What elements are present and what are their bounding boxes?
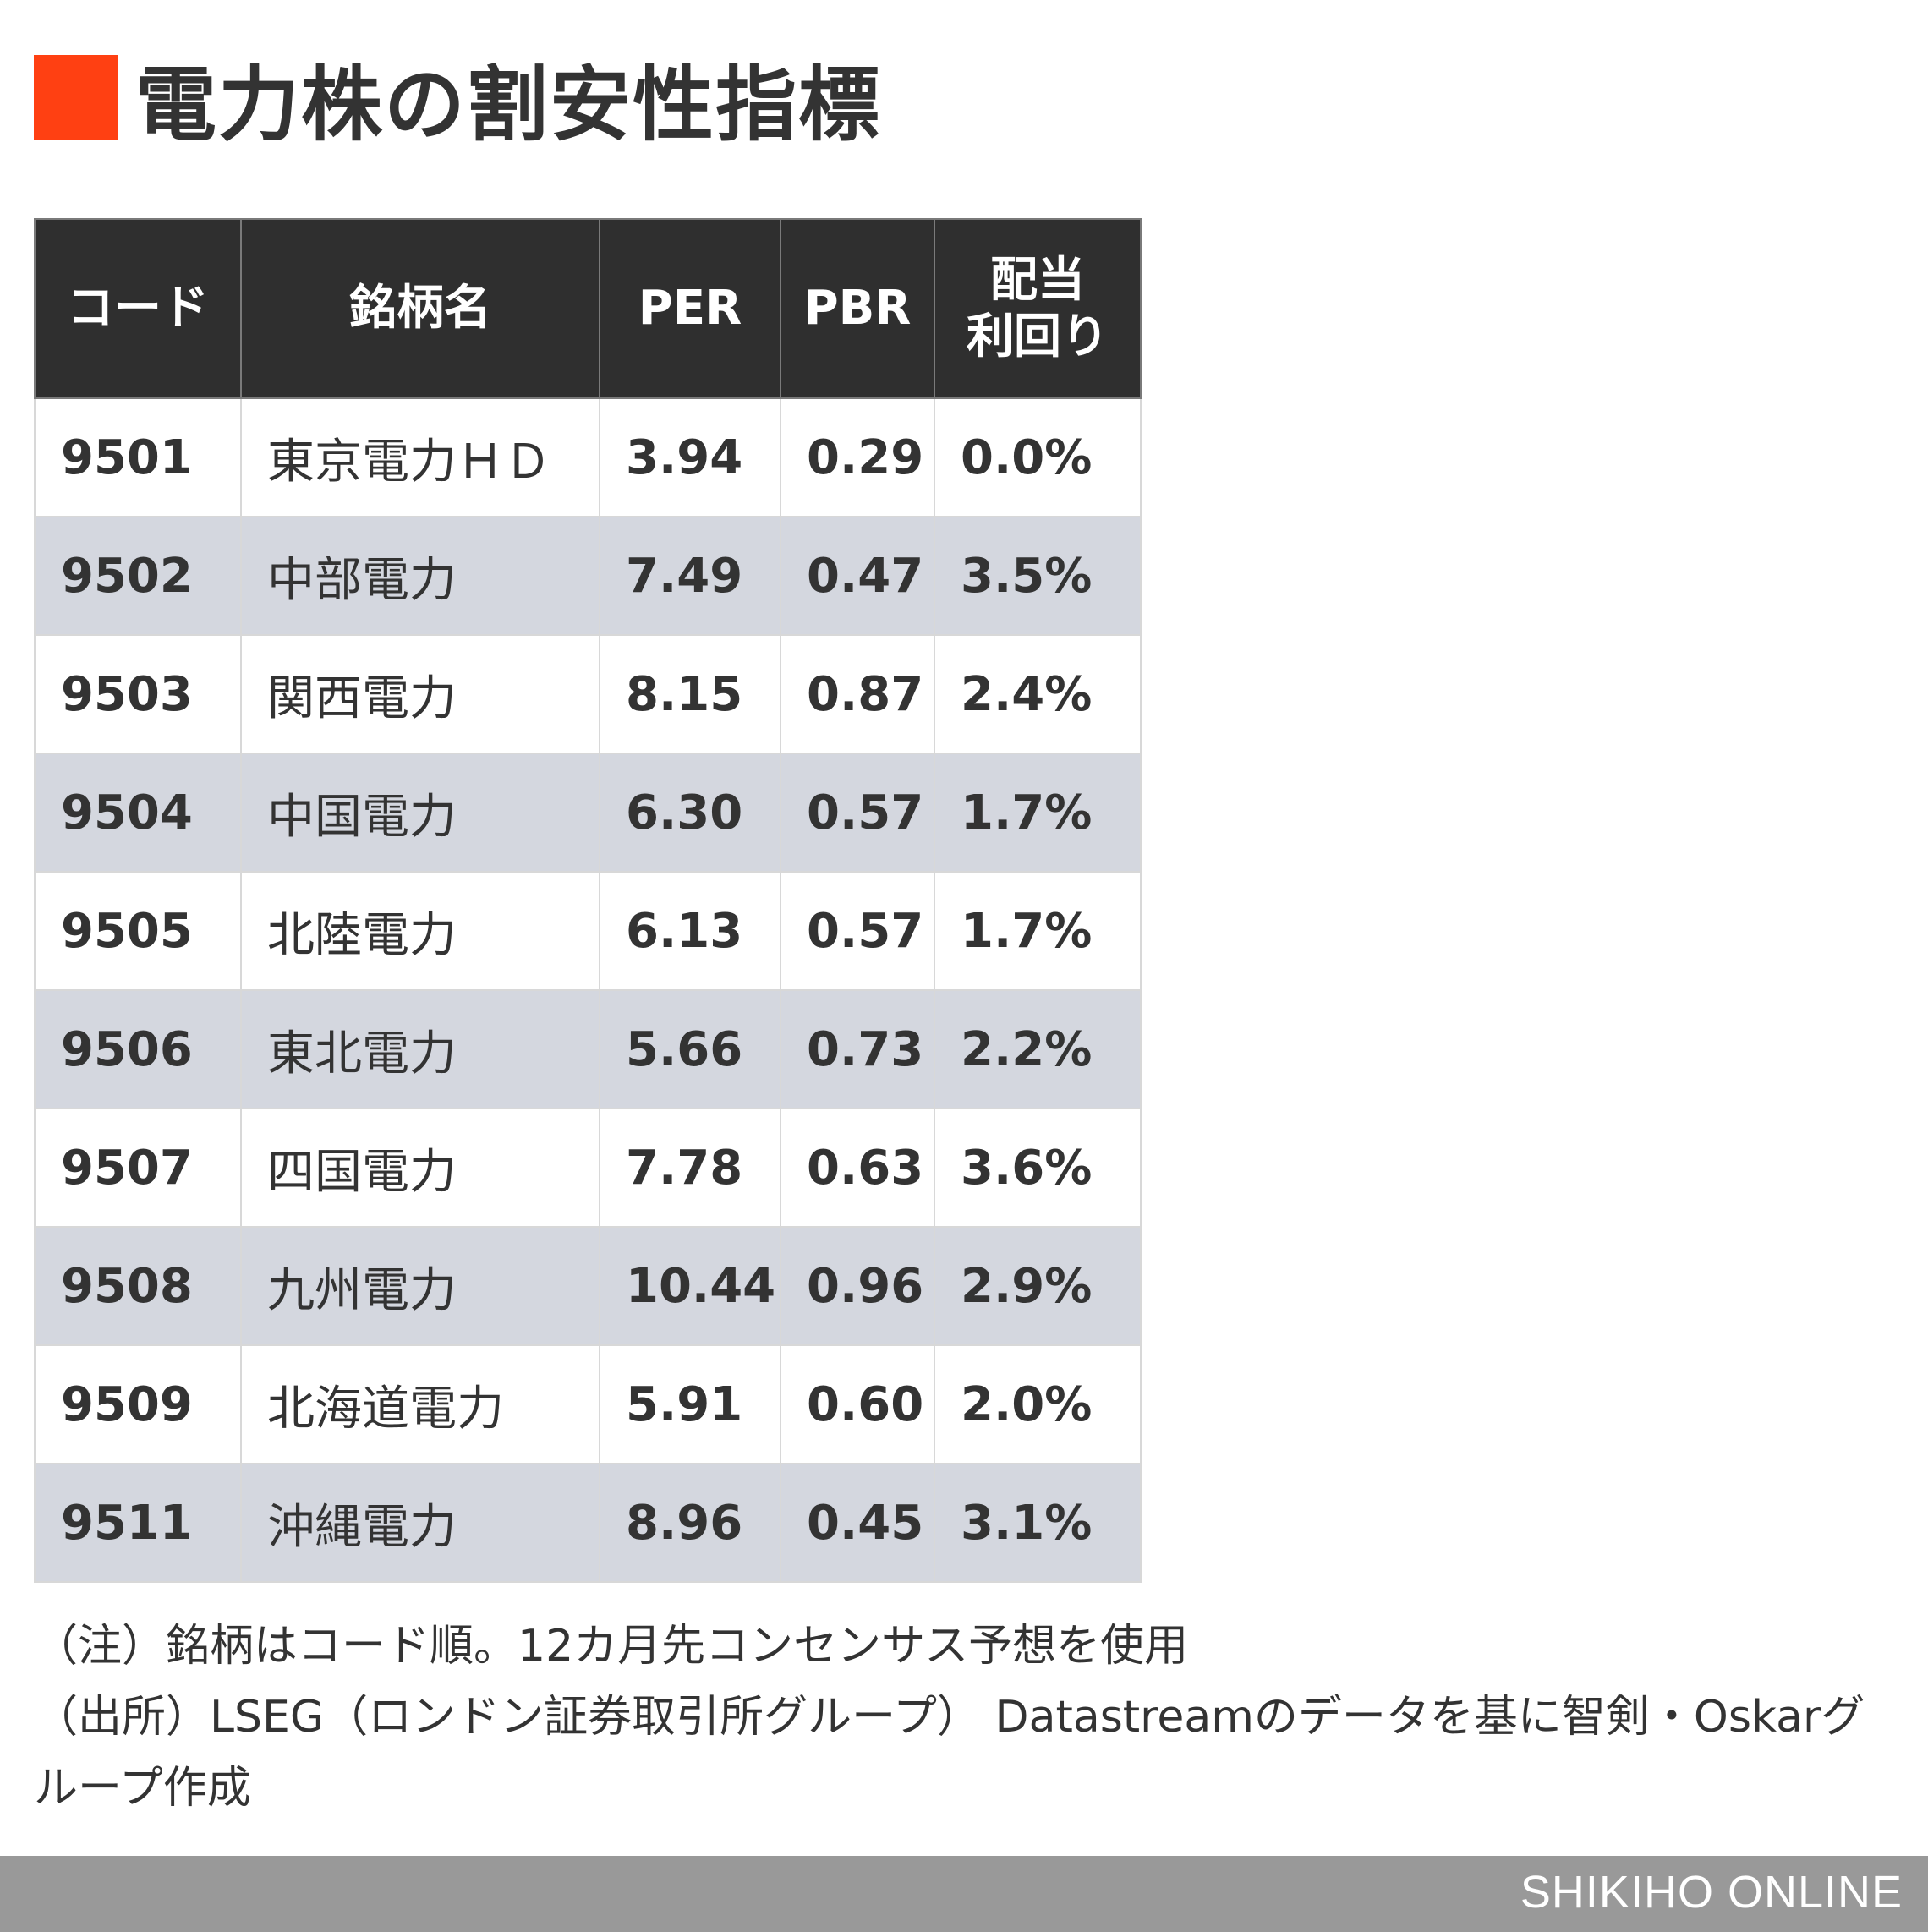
notes: （注）銘柄はコード順。12カ月先コンセンサス予想を使用 （出所）LSEG（ロンド… [34,1611,1877,1824]
cell-pbr: 0.57 [780,871,935,991]
table-header-row: コード 銘柄名 PER PBR 配当 利回り [34,218,1142,399]
cell-pbr: 0.57 [780,753,935,873]
cell-per: 10.44 [599,1226,781,1346]
cell-per: 5.66 [599,989,781,1109]
cell-dividend-yield: 1.7% [934,753,1142,873]
cell-code: 9508 [34,1226,242,1346]
cell-dividend-yield: 2.2% [934,989,1142,1109]
cell-name: 中国電力 [240,753,600,873]
cell-per: 6.30 [599,753,781,873]
cell-per: 7.78 [599,1108,781,1228]
cell-code: 9504 [34,753,242,873]
table-row: 9507 四国電力 7.78 0.63 3.6% [34,1108,1142,1228]
valuation-table: コード 銘柄名 PER PBR 配当 利回り 9501 東京電力ＨＤ 3.94 0.2… [34,218,1142,1583]
cell-name: 北海道電力 [240,1344,600,1464]
cell-name: 九州電力 [240,1226,600,1346]
cell-code: 9502 [34,516,242,636]
cell-code: 9507 [34,1108,242,1228]
cell-per: 8.15 [599,634,781,754]
source-line: （出所）LSEG（ロンドン証券取引所グループ） Datastreamのデータを基… [34,1692,1865,1814]
cell-per: 8.96 [599,1463,781,1583]
page-title: 電力株の割安性指標 [135,57,881,152]
cell-per: 7.49 [599,516,781,636]
header-name: 銘柄名 [240,218,600,399]
cell-dividend-yield: 3.6% [934,1108,1142,1228]
table-row: 9511 沖縄電力 8.96 0.45 3.1% [34,1463,1142,1583]
cell-code: 9506 [34,989,242,1109]
table-row: 9509 北海道電力 5.91 0.60 2.0% [34,1344,1142,1464]
cell-pbr: 0.29 [780,397,935,517]
cell-code: 9509 [34,1344,242,1464]
cell-name: 東北電力 [240,989,600,1109]
header-per: PER [599,218,781,399]
cell-code: 9505 [34,871,242,991]
cell-pbr: 0.63 [780,1108,935,1228]
table-row: 9501 東京電力ＨＤ 3.94 0.29 0.0% [34,397,1142,517]
table-row: 9505 北陸電力 6.13 0.57 1.7% [34,871,1142,991]
cell-dividend-yield: 1.7% [934,871,1142,991]
title-block: 電力株の割安性指標 [34,51,881,152]
cell-dividend-yield: 3.1% [934,1463,1142,1583]
cell-name: 中部電力 [240,516,600,636]
cell-per: 3.94 [599,397,781,517]
cell-name: 関西電力 [240,634,600,754]
cell-name: 沖縄電力 [240,1463,600,1583]
cell-pbr: 0.96 [780,1226,935,1346]
cell-code: 9501 [34,397,242,517]
header-code: コード [34,218,242,399]
header-pbr: PBR [780,218,935,399]
cell-pbr: 0.73 [780,989,935,1109]
table-row: 9508 九州電力 10.44 0.96 2.9% [34,1226,1142,1346]
cell-pbr: 0.47 [780,516,935,636]
cell-code: 9511 [34,1463,242,1583]
cell-name: 北陸電力 [240,871,600,991]
cell-dividend-yield: 3.5% [934,516,1142,636]
cell-dividend-yield: 2.9% [934,1226,1142,1346]
table-row: 9502 中部電力 7.49 0.47 3.5% [34,516,1142,636]
cell-name: 四国電力 [240,1108,600,1228]
title-accent-square [34,55,118,140]
cell-pbr: 0.60 [780,1344,935,1464]
cell-dividend-yield: 0.0% [934,397,1142,517]
header-dividend-line1: 配当 [990,252,1085,308]
cell-pbr: 0.87 [780,634,935,754]
cell-per: 6.13 [599,871,781,991]
note-line: （注）銘柄はコード順。12カ月先コンセンサス予想を使用 [34,1621,1189,1672]
cell-dividend-yield: 2.4% [934,634,1142,754]
header-dividend-yield: 配当 利回り [934,218,1142,399]
footer-brand: SHIKIHO ONLINE [1520,1867,1903,1918]
table-row: 9504 中国電力 6.30 0.57 1.7% [34,753,1142,873]
table-row: 9506 東北電力 5.66 0.73 2.2% [34,989,1142,1109]
header-dividend-line2: 利回り [967,309,1109,364]
cell-code: 9503 [34,634,242,754]
footer-bar: SHIKIHO ONLINE [0,1856,1928,1932]
cell-per: 5.91 [599,1344,781,1464]
cell-dividend-yield: 2.0% [934,1344,1142,1464]
table-row: 9503 関西電力 8.15 0.87 2.4% [34,634,1142,754]
cell-pbr: 0.45 [780,1463,935,1583]
cell-name: 東京電力ＨＤ [240,397,600,517]
